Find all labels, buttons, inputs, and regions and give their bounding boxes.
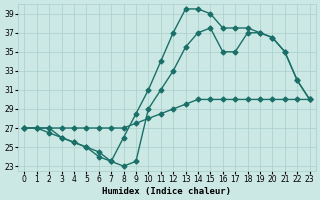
X-axis label: Humidex (Indice chaleur): Humidex (Indice chaleur) <box>102 187 231 196</box>
